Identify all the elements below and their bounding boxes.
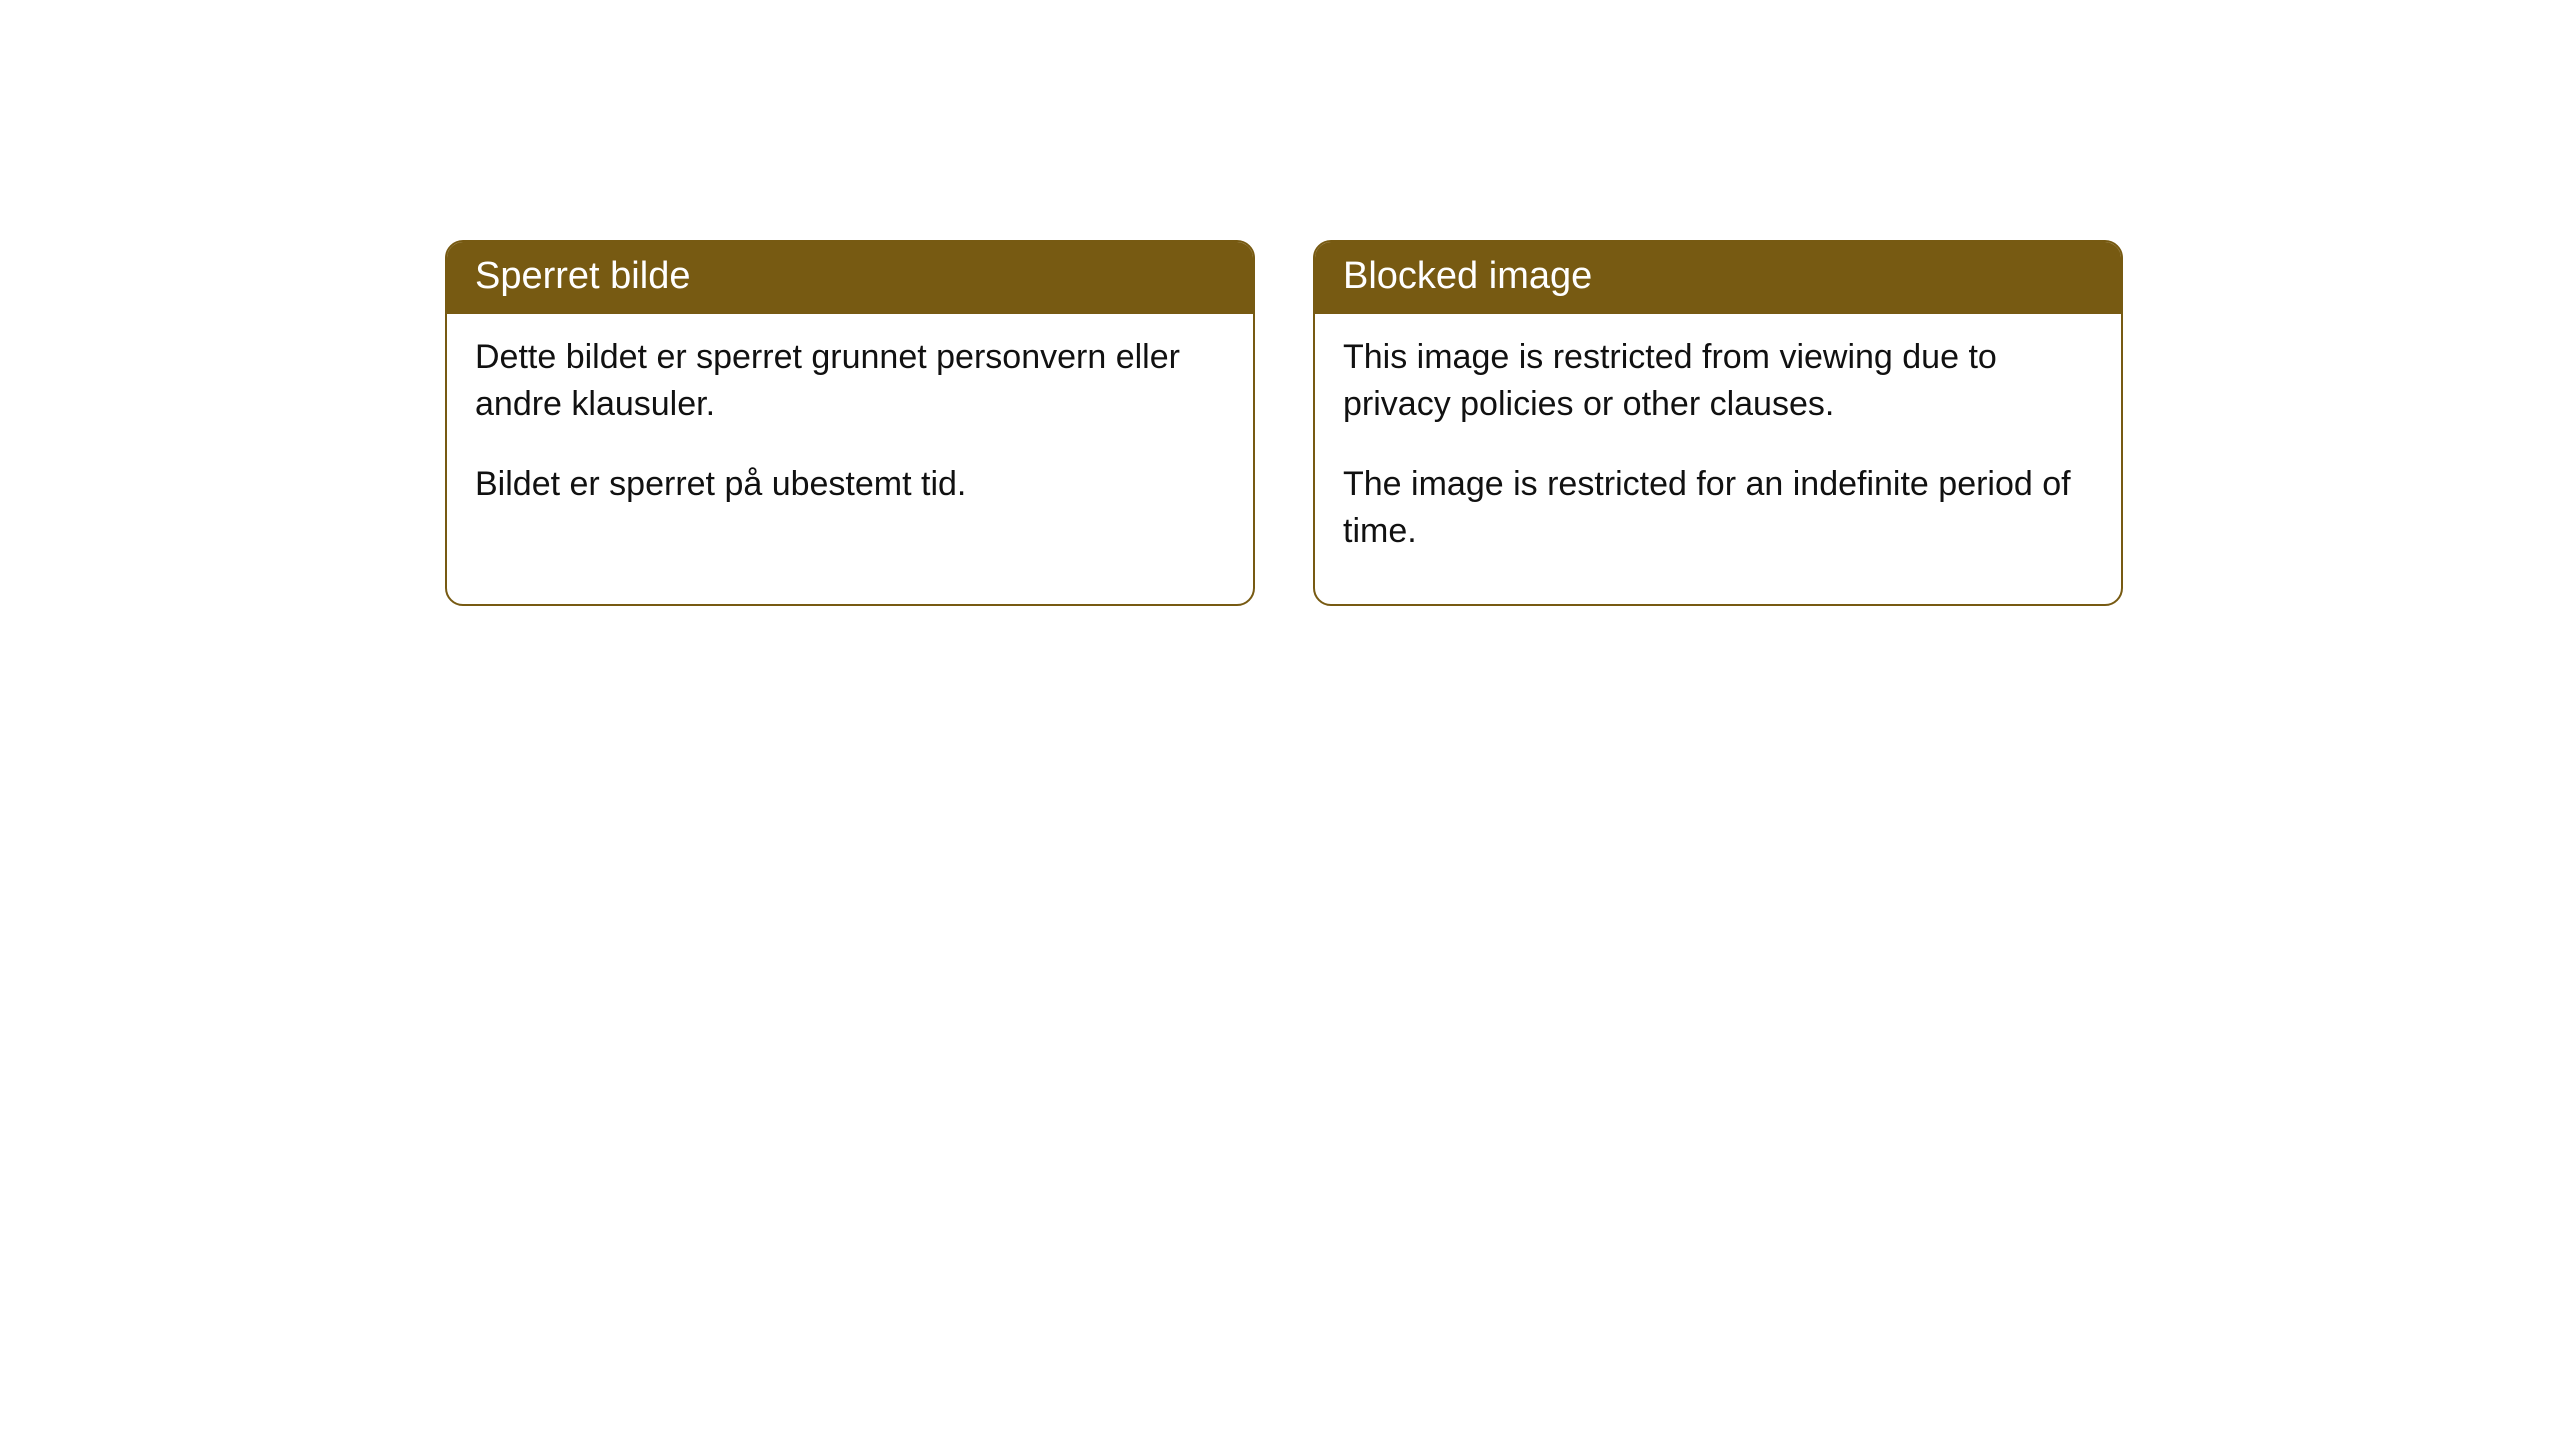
card-paragraph: Dette bildet er sperret grunnet personve… xyxy=(475,334,1225,429)
card-paragraph: The image is restricted for an indefinit… xyxy=(1343,461,2093,556)
card-paragraph: This image is restricted from viewing du… xyxy=(1343,334,2093,429)
notice-card-english: Blocked image This image is restricted f… xyxy=(1313,240,2123,606)
notice-card-norwegian: Sperret bilde Dette bildet er sperret gr… xyxy=(445,240,1255,606)
card-paragraph: Bildet er sperret på ubestemt tid. xyxy=(475,461,1225,509)
notice-cards-container: Sperret bilde Dette bildet er sperret gr… xyxy=(445,240,2560,606)
card-body: Dette bildet er sperret grunnet personve… xyxy=(447,314,1253,557)
card-body: This image is restricted from viewing du… xyxy=(1315,314,2121,604)
card-header: Blocked image xyxy=(1315,242,2121,314)
card-header: Sperret bilde xyxy=(447,242,1253,314)
